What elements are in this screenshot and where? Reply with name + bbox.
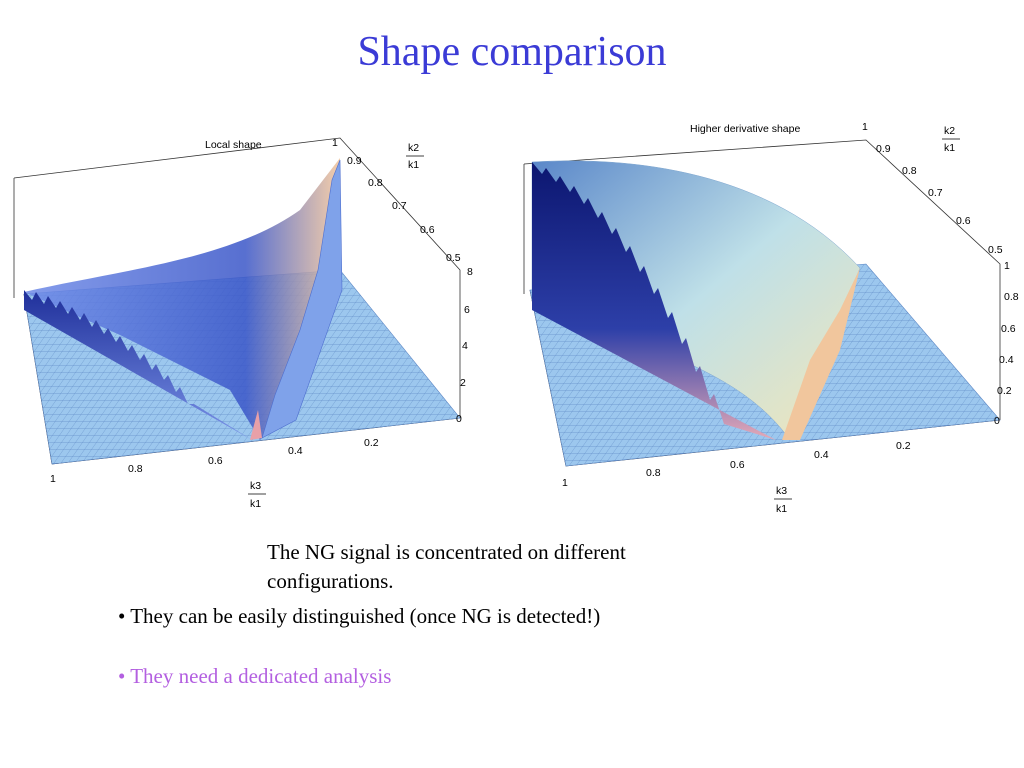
x-tick: 0.6 <box>730 459 745 471</box>
z-tick: 6 <box>464 304 470 316</box>
y-tick: 0.9 <box>876 143 891 155</box>
z-tick: 0.8 <box>1004 291 1019 303</box>
bullet-dedicated-analysis: • They need a dedicated analysis <box>118 664 392 688</box>
y-tick: 0.6 <box>956 215 971 227</box>
x-label-den: k1 <box>250 498 261 510</box>
y-tick: 1 <box>862 121 868 133</box>
y-axis-label: k2 k1 <box>942 125 960 154</box>
x-tick: 0.4 <box>288 445 303 457</box>
z-tick: 0.4 <box>999 354 1014 366</box>
ridge-surface <box>24 158 340 440</box>
y-tick: 0.7 <box>928 187 943 199</box>
z-tick: 2 <box>460 377 466 389</box>
y-tick: 0.9 <box>347 155 362 167</box>
z-tick: 0 <box>456 413 462 425</box>
z-tick: 4 <box>462 340 468 352</box>
y-axis-ticks: 1 0.9 0.8 0.7 0.6 0.5 <box>332 137 461 264</box>
y-label-num: k2 <box>408 142 419 154</box>
x-tick: 0.2 <box>364 437 379 449</box>
bullet-distinguished: • They can be easily distinguished (once… <box>118 604 601 628</box>
z-tick: 0.6 <box>1001 323 1016 335</box>
z-tick: 0.2 <box>997 385 1012 397</box>
higher-derivative-shape-plot: Higher derivative shape 1 0.9 0.8 0.7 0.… <box>523 121 1019 515</box>
local-shape-plot: Local shape 1 0.9 0.8 0.7 0.6 0.5 k2 k1 … <box>13 137 473 510</box>
z-tick: 1 <box>1004 260 1010 272</box>
x-tick: 0.6 <box>208 455 223 467</box>
x-axis-label: k3 k1 <box>248 480 266 510</box>
caption-text: The NG signal is concentrated on differe… <box>267 540 626 593</box>
x-axis-ticks: 1 0.8 0.6 0.4 0.2 <box>562 440 911 489</box>
x-label-num: k3 <box>250 480 261 492</box>
z-axis-ticks: 8 6 4 2 0 <box>456 266 473 425</box>
plot-box <box>13 137 461 465</box>
spike-wall <box>532 162 776 440</box>
chart-title: Higher derivative shape <box>690 123 800 135</box>
y-tick: 1 <box>332 137 338 149</box>
x-tick: 0.2 <box>896 440 911 452</box>
x-tick: 0.8 <box>646 467 661 479</box>
x-tick: 0.8 <box>128 463 143 475</box>
z-axis-ticks: 1 0.8 0.6 0.4 0.2 0 <box>994 260 1019 427</box>
y-tick: 0.7 <box>392 200 407 212</box>
x-axis-label: k3 k1 <box>774 485 792 515</box>
y-axis-ticks: 1 0.9 0.8 0.7 0.6 0.5 <box>862 121 1003 256</box>
x-tick: 1 <box>562 477 568 489</box>
x-tick: 0.4 <box>814 449 829 461</box>
slide-title: Shape comparison <box>357 29 667 75</box>
chart-title: Local shape <box>205 139 262 151</box>
y-tick: 0.8 <box>368 177 383 189</box>
y-label-den: k1 <box>408 159 419 171</box>
x-tick: 1 <box>50 473 56 485</box>
y-tick: 0.5 <box>988 244 1003 256</box>
y-tick: 0.8 <box>902 165 917 177</box>
spike-wall <box>24 290 252 440</box>
y-tick: 0.6 <box>420 224 435 236</box>
x-axis-ticks: 1 0.8 0.6 0.4 0.2 <box>50 437 379 485</box>
y-label-den: k1 <box>944 142 955 154</box>
y-label-num: k2 <box>944 125 955 137</box>
x-label-num: k3 <box>776 485 787 497</box>
spike-wall-right <box>261 159 343 439</box>
x-label-den: k1 <box>776 503 787 515</box>
y-axis-label: k2 k1 <box>406 142 424 171</box>
z-tick: 8 <box>467 266 473 278</box>
z-tick: 0 <box>994 415 1000 427</box>
y-tick: 0.5 <box>446 252 461 264</box>
